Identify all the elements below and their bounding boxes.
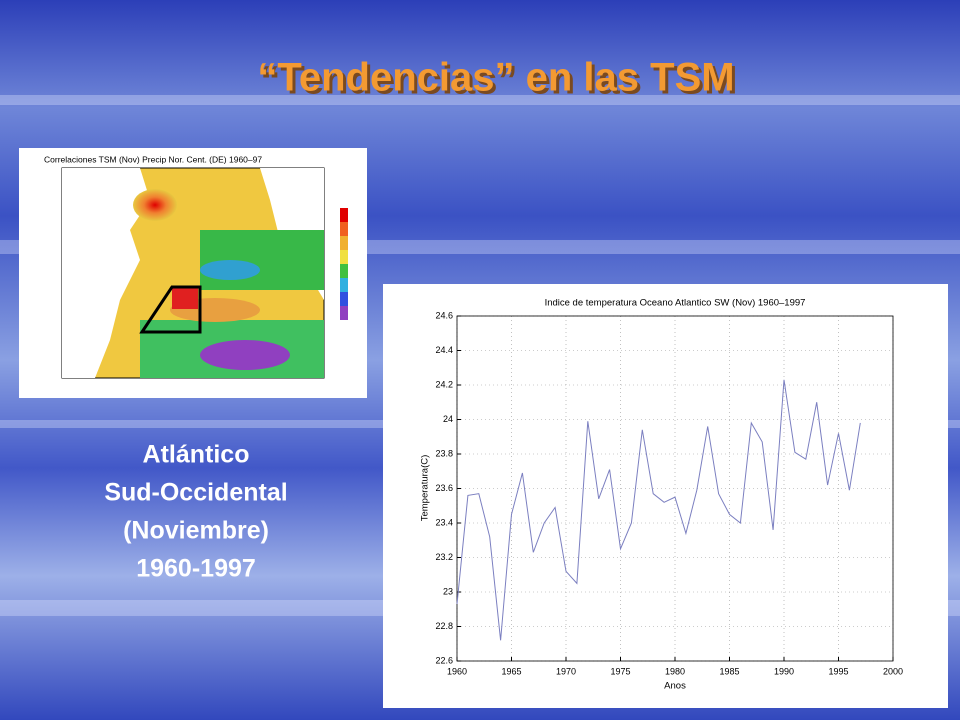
y-tick-label: 23.6 [435, 483, 453, 493]
y-tick-label: 24.4 [435, 345, 453, 355]
x-tick-label: 1960 [447, 666, 467, 676]
x-tick-label: 1995 [828, 666, 848, 676]
caption-line: 1960-1997 [136, 555, 256, 583]
x-tick-label: 1990 [774, 666, 794, 676]
x-axis-label: Anos [664, 681, 686, 692]
y-tick-label: 22.6 [435, 655, 453, 665]
chart-title: Indice de temperatura Oceano Atlantico S… [545, 298, 806, 309]
x-tick-label: 1970 [556, 666, 576, 676]
x-tick-label: 1965 [501, 666, 521, 676]
y-tick-label: 24.6 [435, 310, 453, 320]
y-tick-label: 24 [443, 414, 453, 424]
title-shadow: “Tendencias” en las TSM [260, 59, 737, 103]
y-axis-label: Temperatura(C) [420, 455, 431, 522]
y-tick-label: 23 [443, 586, 453, 596]
map-title: Correlaciones TSM (Nov) Precip Nor. Cent… [44, 154, 262, 164]
y-tick-label: 23.8 [435, 448, 453, 458]
x-tick-label: 2000 [883, 666, 903, 676]
caption-line: Atlántico [143, 441, 250, 469]
plot-frame [456, 315, 894, 662]
caption-line: Sud-Occidental [104, 479, 287, 507]
caption: Atlántico Sud-Occidental (Noviembre) 196… [104, 441, 287, 583]
caption-line: (Noviembre) [123, 517, 269, 545]
map-figure: Correlaciones TSM (Nov) Precip Nor. Cent… [19, 148, 367, 398]
x-tick-label: 1980 [665, 666, 685, 676]
x-tick-label: 1975 [610, 666, 630, 676]
data-line [456, 379, 861, 641]
slide-title: “Tendencias” en las TSM [257, 56, 734, 100]
y-tick-label: 23.4 [435, 517, 453, 527]
chart-panel [383, 284, 948, 708]
y-tick-label: 22.8 [435, 621, 453, 631]
y-tick-label: 24.2 [435, 379, 453, 389]
colorbar [340, 208, 348, 320]
x-tick-label: 1985 [719, 666, 739, 676]
y-tick-label: 23.2 [435, 552, 453, 562]
